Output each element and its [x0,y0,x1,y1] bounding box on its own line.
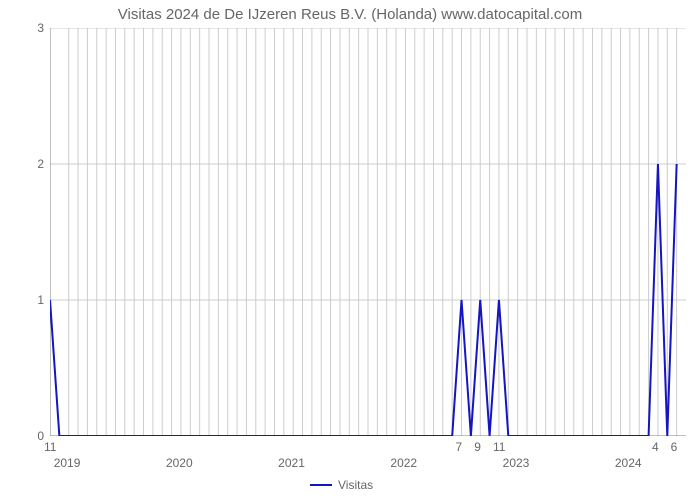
x-tick-month-label: 11 [44,440,56,454]
x-tick-year-label: 2020 [166,456,193,470]
legend-label: Visitas [338,478,373,492]
x-tick-month-label: 11 [493,440,505,454]
y-tick-label: 0 [14,429,44,443]
x-tick-month-label: 6 [671,440,678,454]
x-tick-year-label: 2021 [278,456,305,470]
chart-title: Visitas 2024 de De IJzeren Reus B.V. (Ho… [0,6,700,23]
y-tick-label: 1 [14,293,44,307]
x-tick-month-label: 9 [474,440,481,454]
y-tick-label: 2 [14,157,44,171]
legend: Visitas [310,478,373,492]
plot-area [50,28,686,436]
legend-swatch [310,484,332,486]
x-tick-year-label: 2019 [54,456,81,470]
x-tick-month-label: 7 [456,440,463,454]
x-tick-year-label: 2023 [503,456,530,470]
x-tick-year-label: 2022 [390,456,417,470]
x-tick-month-label: 4 [652,440,659,454]
x-tick-year-label: 2024 [615,456,642,470]
y-tick-label: 3 [14,21,44,35]
